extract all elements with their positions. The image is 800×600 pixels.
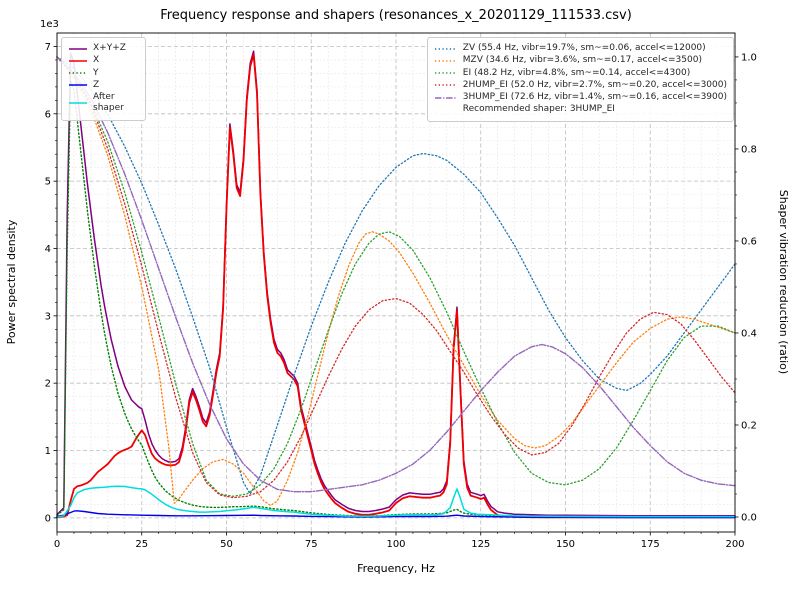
y-left-tick-label: 4: [45, 244, 51, 255]
y-left-tick-label: 7: [45, 42, 51, 53]
y-right-tick-label: 0.8: [741, 144, 757, 155]
series-x: [56, 53, 736, 519]
y-left-tick-label: 6: [45, 109, 51, 120]
x-tick-label: 0: [54, 539, 60, 550]
x-tick-label: 50: [220, 539, 233, 550]
legend-entry-y: Y: [68, 68, 139, 79]
y-right-axis-label: Shaper vibration reduction (ratio): [777, 190, 790, 374]
legend-entry-x+y+z: X+Y+Z: [68, 43, 139, 54]
plot-border: [56, 32, 736, 533]
legend-label: X: [93, 55, 100, 66]
legend-line-sample: [434, 72, 457, 74]
series-after-shaper: [56, 485, 736, 518]
series-ei: [56, 56, 736, 497]
x-tick-label: 150: [556, 539, 575, 550]
legend-line-sample: [434, 96, 457, 99]
psd-legend: X+Y+Z X Y Z After shaper: [61, 37, 146, 121]
legend-entry-recommended-shaper: Recommended shaper: 3HUMP_EI: [434, 104, 727, 115]
series-y: [56, 79, 736, 518]
series-3hump_ei: [56, 56, 736, 493]
legend-line-sample: [434, 105, 458, 115]
series-z: [56, 510, 736, 519]
legend-entry-x: X: [68, 55, 139, 66]
legend-label: Y: [93, 67, 99, 78]
legend-line-sample: [69, 102, 87, 105]
legend-line-sample: [434, 84, 457, 87]
legend-label: Recommended shaper: 3HUMP_EI: [462, 104, 615, 115]
y-left-axis-label: Power spectral density: [5, 219, 18, 344]
chart-title: Frequency response and shapers (resonanc…: [160, 8, 632, 23]
legend-label: 2HUMP_EI (52.0 Hz, vibr=2.7%, sm~=0.20, …: [462, 79, 727, 90]
y-left-tick-label: 2: [45, 379, 51, 390]
x-axis-label: Frequency, Hz: [357, 562, 435, 575]
series-zv: [56, 56, 736, 495]
x-tick-label: 125: [471, 539, 490, 550]
legend-entry-zv: ZV (55.4 Hz, vibr=19.7%, sm~=0.06, accel…: [434, 43, 727, 54]
x-tick-label: 75: [305, 539, 318, 550]
y-axis-offset-label: 1e3: [40, 19, 59, 30]
legend-line-sample: [69, 47, 87, 50]
shaper-legend: ZV (55.4 Hz, vibr=19.7%, sm~=0.06, accel…: [426, 37, 734, 122]
legend-entry-ei: EI (48.2 Hz, vibr=4.8%, sm~=0.14, accel<…: [434, 68, 727, 79]
axes-layer: 0 25 50 75 100 125 150 175 200 0 1 2 3 4 5 6 7 0.0 0.2 0.4 0…: [45, 32, 757, 550]
x-tick-label: 175: [641, 539, 660, 550]
legend-entry-after-shaper: After shaper: [68, 92, 139, 115]
legend-line-sample: [434, 60, 457, 62]
series-layer: [56, 50, 736, 519]
y-right-tick-label: 1.0: [741, 52, 757, 63]
legend-label: MZV (34.6 Hz, vibr=3.6%, sm~=0.17, accel…: [462, 55, 702, 66]
series-2hump_ei: [56, 56, 736, 499]
legend-entry-mzv: MZV (34.6 Hz, vibr=3.6%, sm~=0.17, accel…: [434, 55, 727, 66]
y-left-tick-label: 5: [45, 177, 51, 188]
legend-label: After shaper: [93, 92, 124, 114]
y-right-tick-label: 0.2: [741, 420, 757, 431]
legend-line-sample: [69, 72, 87, 74]
y-left-tick-label: 3: [45, 311, 51, 322]
y-right-tick-label: 0.0: [741, 513, 757, 524]
legend-entry-z: Z: [68, 80, 139, 91]
legend-label: ZV (55.4 Hz, vibr=19.7%, sm~=0.06, accel…: [462, 43, 706, 53]
legend-line-sample: [69, 60, 87, 62]
legend-label: Z: [93, 79, 100, 90]
y-left-tick-label: 1: [45, 446, 51, 457]
y-right-tick-label: 0.4: [741, 328, 757, 339]
legend-label: EI (48.2 Hz, vibr=4.8%, sm~=0.14, accel<…: [462, 67, 691, 78]
y-right-tick-label: 0.6: [741, 236, 757, 247]
legend-entry-3hump_ei: 3HUMP_EI (72.6 Hz, vibr=1.4%, sm~=0.16, …: [434, 92, 727, 103]
legend-line-sample: [69, 84, 87, 87]
legend-entry-2hump_ei: 2HUMP_EI (52.0 Hz, vibr=2.7%, sm~=0.20, …: [434, 80, 727, 91]
x-tick-label: 100: [386, 539, 405, 550]
series-mzv: [56, 56, 736, 507]
legend-label: 3HUMP_EI (72.6 Hz, vibr=1.4%, sm~=0.16, …: [462, 92, 727, 102]
x-tick-label: 200: [725, 539, 744, 550]
y-left-tick-label: 0: [45, 513, 51, 524]
x-tick-label: 25: [135, 539, 148, 550]
legend-label: X+Y+Z: [93, 43, 126, 53]
legend-line-sample: [434, 47, 457, 50]
